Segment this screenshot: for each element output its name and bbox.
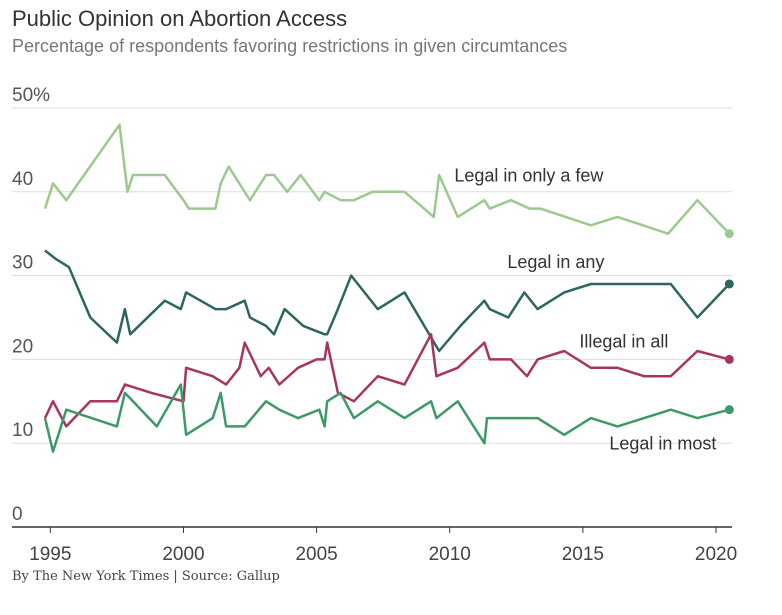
series-labels: Legal in only a few Legal in any Illegal i… <box>454 166 716 454</box>
x-tick-label: 2010 <box>429 544 471 565</box>
x-tick-label: 2020 <box>695 544 737 565</box>
y-tick-label: 50% <box>12 85 50 106</box>
series-line <box>43 123 731 235</box>
x-tick-label: 2015 <box>562 544 604 565</box>
series-line <box>43 383 730 453</box>
series-group <box>43 123 734 453</box>
gridlines <box>12 107 732 444</box>
y-tick-label: 30 <box>12 253 33 274</box>
series-label: Legal in any <box>507 252 604 272</box>
y-tick-label: 10 <box>12 420 33 441</box>
series-end-point <box>724 279 734 289</box>
series-label: Illegal in all <box>579 331 668 351</box>
series-end-point <box>724 354 734 364</box>
series-line <box>43 333 730 428</box>
series-end-point <box>724 229 734 239</box>
x-tick-label: 1995 <box>29 544 71 565</box>
chart-subtitle: Percentage of respondents favoring restr… <box>12 36 568 56</box>
x-tick-label: 2000 <box>162 544 204 565</box>
series-line <box>44 249 731 353</box>
chart-title: Public Opinion on Abortion Access <box>12 6 348 31</box>
series-end-point <box>724 405 734 415</box>
series-label: Legal in most <box>609 434 716 454</box>
y-tick-label: 0 <box>12 504 23 525</box>
x-tick-label: 2005 <box>295 544 337 565</box>
source-credit: By The New York Times | Source: Gallup <box>12 569 280 584</box>
y-tick-label: 20 <box>12 336 33 357</box>
series-label: Legal in only a few <box>454 166 604 186</box>
y-tick-label: 40 <box>12 169 33 190</box>
axes: 0 10 20 30 40 50% 1995 2000 2005 2010 2015 2020 <box>12 85 737 565</box>
